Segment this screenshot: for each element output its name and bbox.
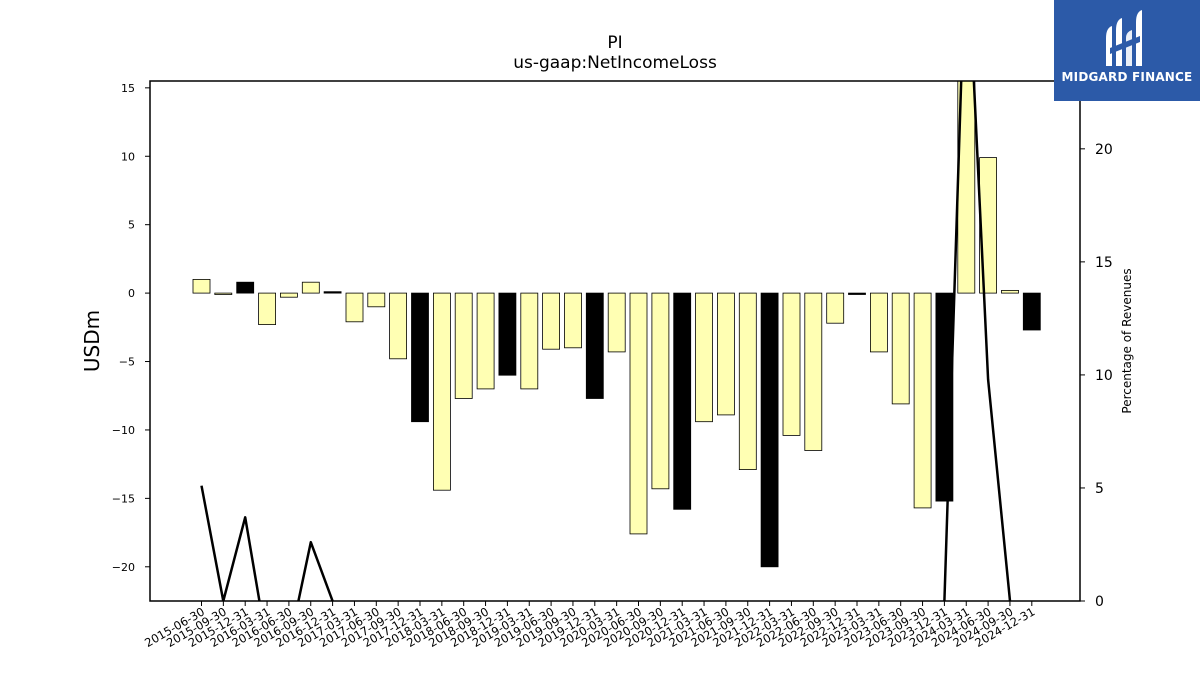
logo-text: MIDGARD FINANCE (1061, 70, 1193, 84)
bar-2023-06-30 (891, 292, 910, 405)
bars-layer (192, 81, 1041, 568)
bar-2018-12-31 (498, 292, 517, 376)
bar-2021-03-31 (695, 292, 713, 423)
y-tick-label: −15 (112, 492, 135, 505)
chart-subtitle: us-gaap:NetIncomeLoss (513, 53, 717, 73)
bar-2017-03-31 (345, 292, 364, 323)
bar-2019-03-31 (520, 292, 539, 390)
y2-tick-label: 15 (1095, 255, 1113, 271)
bar-2024-12-31 (1022, 292, 1041, 331)
bar-2016-03-31 (258, 292, 277, 326)
bar-2023-03-31 (870, 292, 888, 353)
bar-2018-03-31 (432, 292, 451, 491)
y2-tick-label: 20 (1095, 142, 1113, 158)
y-tick-label: 15 (121, 82, 135, 95)
y-tick-label: 5 (128, 219, 135, 232)
plot-frame (149, 80, 1081, 602)
bar-2019-06-30 (542, 292, 560, 350)
y2-tick-label: 0 (1095, 594, 1104, 610)
bar-2015-12-31 (236, 281, 255, 294)
bar-2017-06-30 (367, 292, 386, 308)
bar-2022-03-31 (782, 292, 801, 436)
axes-layer: 151050−5−10−15−20201510502015-06-302015-… (112, 80, 1113, 650)
y-tick-label: 10 (121, 150, 135, 163)
y-tick-label: −20 (112, 561, 135, 574)
bar-2019-09-30 (564, 292, 582, 349)
bar-2020-12-31 (673, 292, 692, 510)
bar-2016-12-31 (323, 291, 342, 294)
bar-2017-12-31 (411, 292, 429, 423)
percentage-line (200, 81, 1012, 601)
bar-2020-09-30 (651, 292, 670, 490)
bar-2018-06-30 (454, 292, 473, 399)
y2-tick-label: 10 (1095, 368, 1113, 384)
bar-2016-09-30 (301, 281, 320, 294)
bar-2022-09-30 (826, 292, 845, 324)
bar-2021-06-30 (717, 292, 735, 416)
y2-tick-label: 5 (1095, 481, 1104, 497)
bar-2023-09-30 (913, 292, 932, 509)
bar-2018-09-30 (476, 292, 495, 390)
bar-2024-09-30 (1001, 289, 1019, 294)
y-tick-label: −10 (112, 424, 135, 437)
bar-2017-09-30 (389, 292, 408, 360)
bar-2020-03-31 (607, 292, 626, 353)
bar-2022-06-30 (804, 292, 823, 451)
midgard-logo-icon (1106, 10, 1142, 66)
brand-logo: MIDGARD FINANCE (1054, 0, 1200, 101)
bar-2021-09-30 (738, 292, 757, 471)
y-axis-label: USDm (80, 310, 104, 372)
bar-2015-09-30 (214, 292, 233, 295)
y2-axis-label: Percentage of Revenues (1120, 268, 1134, 413)
bar-2019-12-31 (585, 292, 604, 399)
bar-2016-06-30 (279, 292, 298, 298)
line-layer (200, 81, 1012, 601)
chart-title: PI (607, 33, 622, 53)
y-tick-label: −5 (119, 356, 135, 369)
bar-2020-06-30 (629, 292, 648, 535)
bar-2021-12-31 (760, 292, 779, 568)
bar-2015-06-30 (192, 278, 211, 294)
y-tick-label: 0 (128, 287, 135, 300)
bar-2022-12-31 (848, 292, 866, 295)
